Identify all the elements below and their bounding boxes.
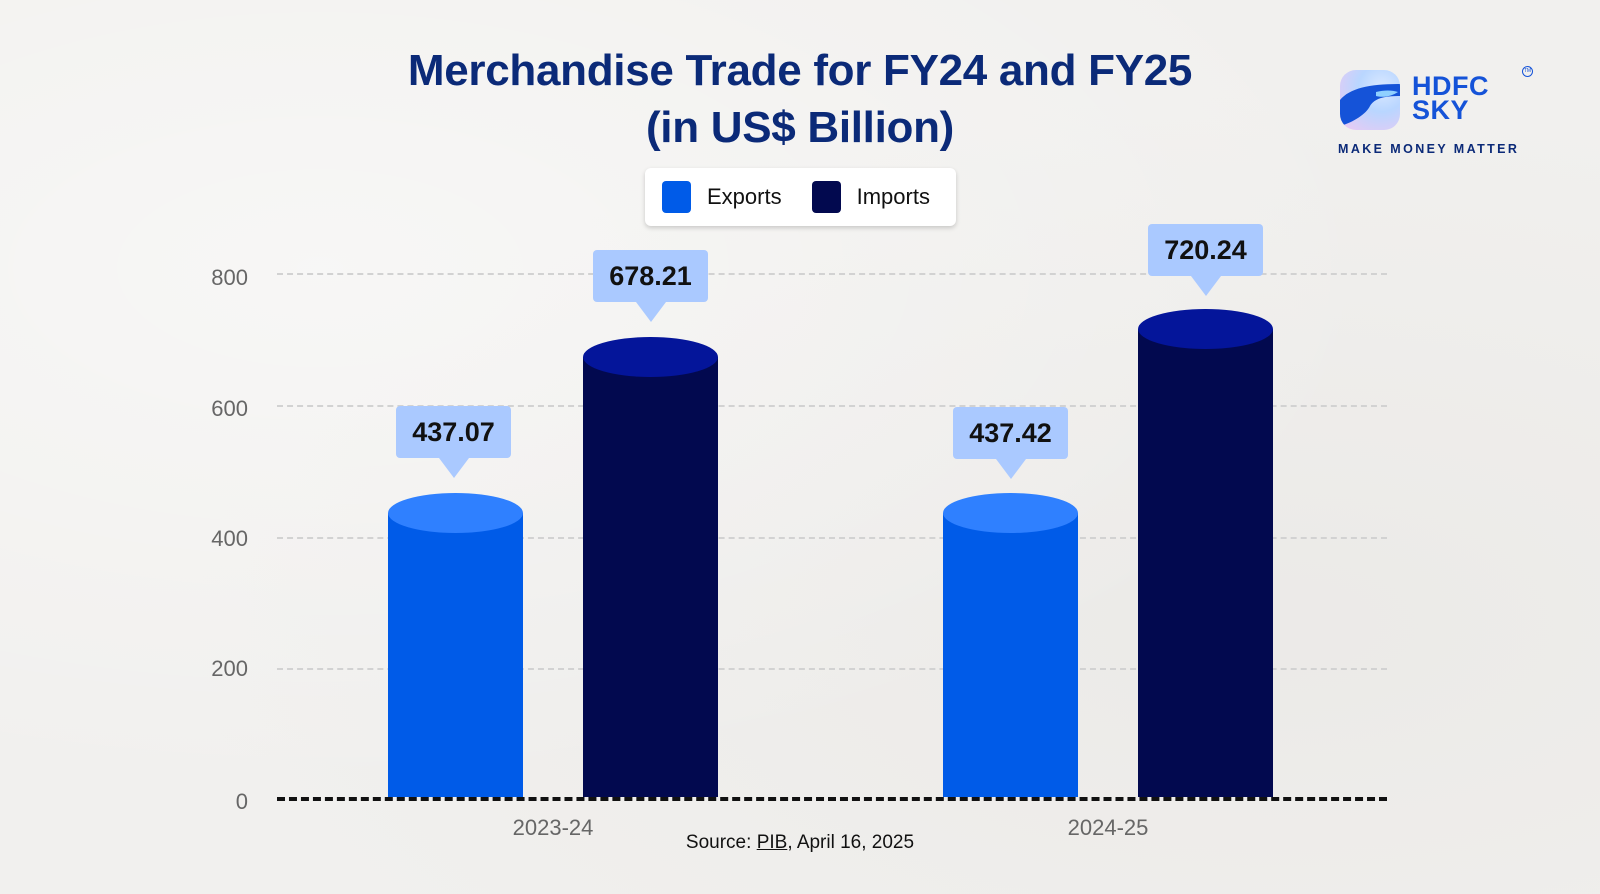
gridline-600 (277, 405, 1387, 407)
value-callout-exports-2024-25: 437.42 (953, 407, 1068, 479)
value-callout-imports-2024-25: 720.24 (1148, 224, 1263, 296)
y-tick-200: 200 (211, 656, 248, 681)
x-axis-baseline (277, 797, 1387, 801)
source-link-pib[interactable]: PIB (756, 832, 788, 853)
legend-label-exports: Exports (707, 184, 782, 209)
gridline-800 (277, 273, 1387, 275)
value-callout-exports-2023-24: 437.07 (396, 406, 511, 478)
bar-imports-2023-24 (583, 337, 718, 797)
logo-wordmark: HDFC SKY (1412, 71, 1489, 125)
exports-swatch-icon (662, 181, 691, 213)
value-callout-imports-2023-24: 678.21 (593, 250, 708, 322)
legend-item-imports: Imports (811, 181, 930, 213)
y-tick-400: 400 (211, 526, 248, 551)
legend-label-imports: Imports (856, 184, 930, 209)
bar-cap (1138, 309, 1273, 349)
logo-tagline: MAKE MONEY MATTER (1338, 142, 1520, 156)
x-label-2023-24: 2023-24 (512, 815, 594, 840)
bar-cap (583, 337, 718, 377)
chart-title-line-1: Merchandise Trade for FY24 and FY25 (407, 46, 1193, 95)
legend-item-exports: Exports (662, 181, 782, 213)
imports-swatch-icon (811, 181, 841, 213)
chart-title-line-2: (in US$ Billion) (645, 103, 955, 152)
bar-exports-2023-24 (388, 493, 523, 797)
bar-cap (943, 493, 1078, 533)
y-tick-0: 0 (235, 789, 248, 814)
y-tick-600: 600 (211, 396, 248, 421)
gridline-400 (277, 537, 1387, 539)
x-label-2024-25: 2024-25 (1067, 815, 1149, 840)
trademark-icon: TM (1522, 66, 1533, 77)
hdfc-sky-logo-icon (1340, 70, 1400, 130)
gridline-200 (277, 668, 1387, 670)
chart-legend: Exports Imports (645, 168, 956, 226)
bar-imports-2024-25 (1138, 309, 1273, 797)
hdfc-sky-logo: HDFC SKY TM MAKE MONEY MATTER (1338, 66, 1540, 168)
source-note: Source: PIB, April 16, 2025 (685, 832, 915, 853)
bar-exports-2024-25 (943, 493, 1078, 797)
chart-title: Merchandise Trade for FY24 and FY25 (in … (300, 42, 1300, 156)
bar-cap (388, 493, 523, 533)
y-tick-800: 800 (211, 265, 248, 290)
